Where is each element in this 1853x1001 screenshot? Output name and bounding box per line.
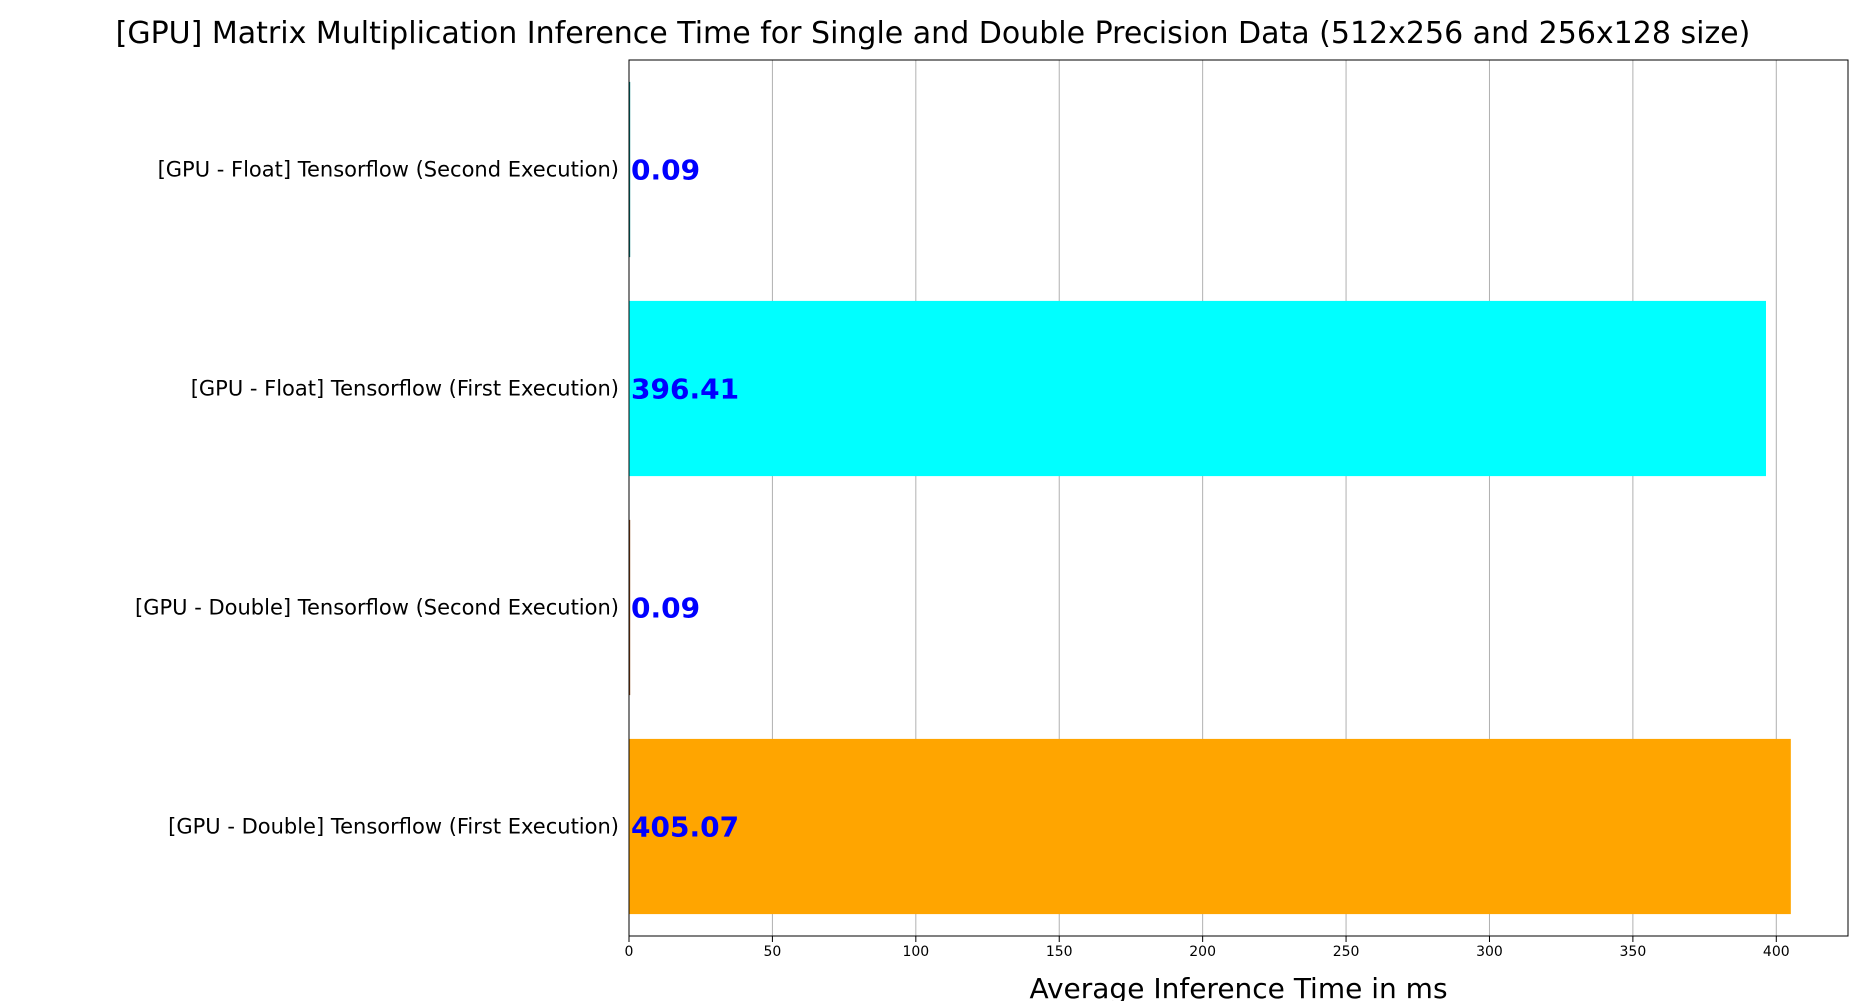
category-label: [GPU - Float] Tensorflow (First Executio… (191, 377, 619, 401)
x-tick-label: 100 (902, 944, 929, 960)
plot-frame (628, 59, 1849, 937)
category-label: [GPU - Double] Tensorflow (Second Execut… (135, 596, 619, 620)
x-tick-label: 400 (1763, 944, 1790, 960)
bar (629, 81, 631, 258)
x-tick-label: 350 (1620, 944, 1647, 960)
x-tick-label: 50 (763, 944, 781, 960)
chart-title: [GPU] Matrix Multiplication Inference Ti… (116, 16, 1751, 51)
bar-value-label: 0.09 (631, 154, 700, 187)
bar (629, 738, 1791, 915)
bar-value-label: 0.09 (631, 592, 700, 625)
x-tick-label: 0 (625, 944, 634, 960)
x-tick-label: 250 (1333, 944, 1360, 960)
category-labels: [GPU - Float] Tensorflow (Second Executi… (135, 158, 619, 839)
bar (629, 300, 1766, 477)
x-tick-label: 150 (1046, 944, 1073, 960)
value-labels: 0.09 396.41 0.09 405.07 (631, 154, 739, 844)
bar-value-label: 396.41 (631, 373, 739, 406)
bar-value-label: 405.07 (631, 811, 739, 844)
grid-lines (628, 60, 1777, 936)
x-tick-label: 300 (1476, 944, 1503, 960)
bar (629, 519, 631, 696)
bars (629, 81, 1791, 915)
category-label: [GPU - Float] Tensorflow (Second Executi… (158, 158, 619, 182)
x-axis-label: Average Inference Time in ms (1029, 972, 1447, 1001)
category-label: [GPU - Double] Tensorflow (First Executi… (168, 815, 619, 839)
x-tick-label: 200 (1189, 944, 1216, 960)
x-axis-ticks: 0 50 100 150 200 250 300 350 400 (625, 936, 1790, 960)
